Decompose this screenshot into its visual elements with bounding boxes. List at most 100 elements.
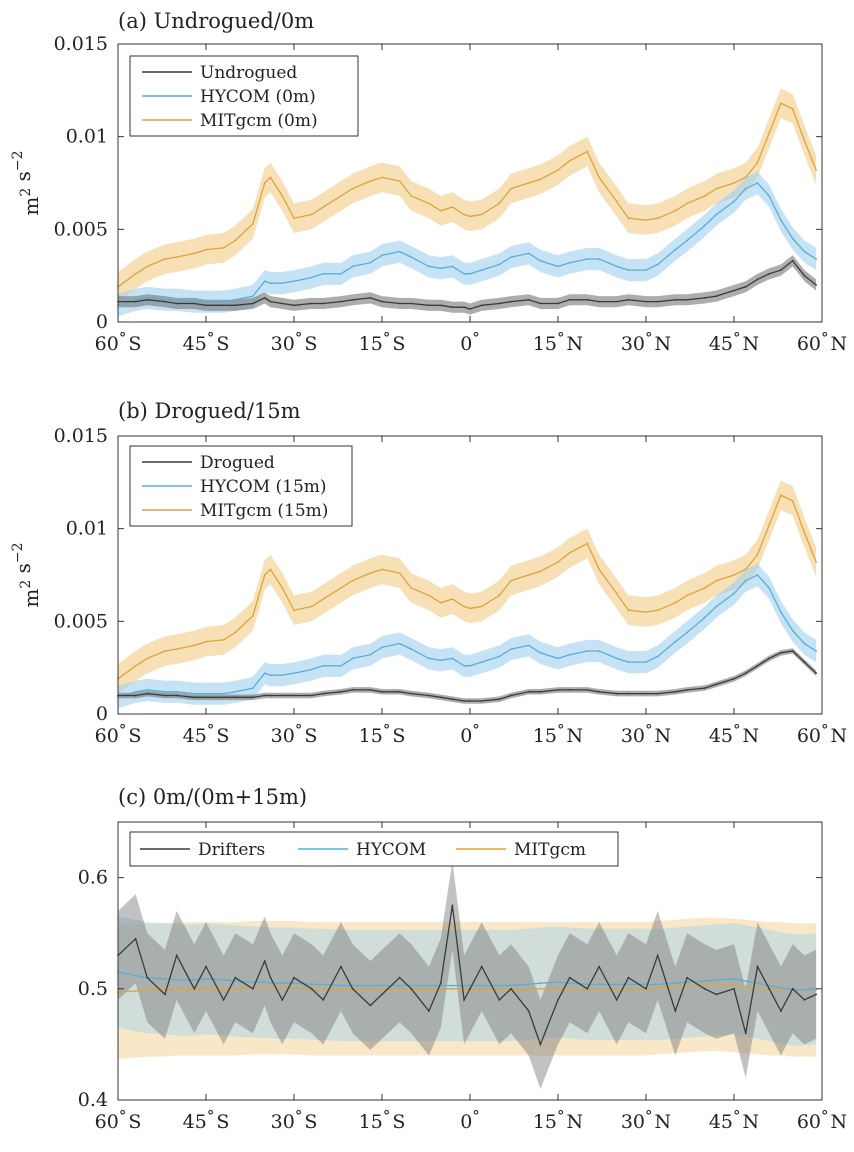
data-point	[410, 984, 413, 987]
data-point	[756, 982, 759, 985]
data-point	[733, 977, 735, 980]
data-point	[381, 993, 383, 996]
data-point	[480, 269, 483, 271]
band-hycom-0m	[118, 171, 817, 317]
data-point	[527, 690, 530, 693]
data-point	[428, 202, 430, 205]
data-point	[410, 987, 413, 990]
data-point	[756, 278, 759, 281]
data-point	[351, 298, 354, 301]
data-point	[768, 272, 771, 275]
data-point	[252, 222, 254, 225]
band-hycom-15m	[118, 563, 817, 709]
data-point	[205, 300, 207, 303]
data-point	[703, 297, 706, 299]
data-point	[645, 661, 647, 663]
data-point	[756, 965, 759, 968]
data-point	[498, 987, 501, 990]
data-point	[469, 700, 471, 702]
data-point	[568, 261, 571, 264]
band-drogued	[118, 648, 817, 704]
data-point	[175, 690, 178, 693]
data-point	[222, 696, 225, 699]
points-drifters	[117, 904, 817, 1046]
data-point	[527, 252, 530, 255]
data-point	[322, 598, 325, 600]
data-point	[293, 986, 295, 989]
data-point	[252, 302, 254, 305]
data-point	[586, 258, 589, 260]
data-point	[803, 999, 806, 1001]
data-point	[322, 664, 325, 667]
band-hycom	[118, 916, 817, 1046]
data-point	[398, 690, 401, 693]
data-point	[791, 259, 794, 262]
data-point	[164, 298, 166, 301]
data-point	[686, 689, 688, 691]
data-point	[428, 304, 430, 307]
data-point	[134, 664, 137, 667]
data-point	[615, 200, 618, 203]
data-point	[164, 258, 166, 260]
data-point	[134, 694, 137, 697]
data-point	[451, 598, 454, 600]
data-point	[686, 298, 688, 301]
x-tick-label: 30° S	[271, 329, 318, 355]
data-point	[756, 986, 759, 989]
data-point	[281, 694, 284, 697]
data-point	[715, 295, 718, 297]
data-point	[234, 304, 237, 307]
x-tick-label: 30° S	[271, 1107, 318, 1133]
data-point	[146, 265, 149, 268]
data-point	[269, 176, 272, 179]
data-point	[715, 979, 718, 981]
data-point	[322, 206, 325, 209]
data-point	[645, 692, 647, 695]
data-point	[410, 648, 413, 650]
data-point	[674, 982, 677, 985]
data-point	[480, 605, 483, 608]
data-point	[451, 987, 454, 990]
data-point	[780, 219, 782, 222]
legend-label-hycom: HYCOM	[356, 840, 426, 860]
data-point	[451, 984, 454, 987]
data-point	[463, 306, 465, 309]
data-point	[293, 304, 295, 307]
data-point	[175, 298, 178, 301]
data-point	[645, 983, 647, 986]
data-point	[205, 977, 207, 980]
line-hycom	[117, 971, 817, 991]
data-point	[252, 981, 254, 983]
data-point	[439, 659, 442, 662]
data-point	[480, 984, 483, 987]
data-point	[803, 274, 806, 277]
data-point	[234, 987, 237, 990]
data-point	[146, 692, 149, 695]
data-point	[527, 298, 530, 301]
data-point	[410, 587, 413, 589]
data-point	[281, 195, 284, 197]
data-point	[527, 644, 530, 647]
data-point	[510, 300, 512, 303]
y-tick-label: 0	[96, 703, 108, 725]
data-point	[252, 614, 254, 617]
data-point	[469, 272, 471, 275]
x-tick-label: 60° S	[95, 721, 142, 747]
data-point	[428, 657, 430, 660]
data-point	[234, 631, 237, 634]
data-point	[281, 302, 284, 305]
data-point	[351, 265, 354, 268]
data-point	[463, 984, 465, 987]
data-point	[164, 650, 166, 652]
data-point	[269, 986, 272, 989]
band-mitgcm-15m	[118, 480, 817, 694]
data-point	[557, 999, 559, 1001]
data-point	[539, 987, 542, 990]
data-point	[803, 250, 806, 253]
data-point	[234, 298, 237, 301]
data-point	[598, 690, 600, 693]
data-point	[398, 180, 401, 183]
data-point	[428, 265, 430, 268]
y-tick-label: 0.005	[54, 218, 108, 240]
x-tick-label: 0°	[460, 1107, 480, 1133]
